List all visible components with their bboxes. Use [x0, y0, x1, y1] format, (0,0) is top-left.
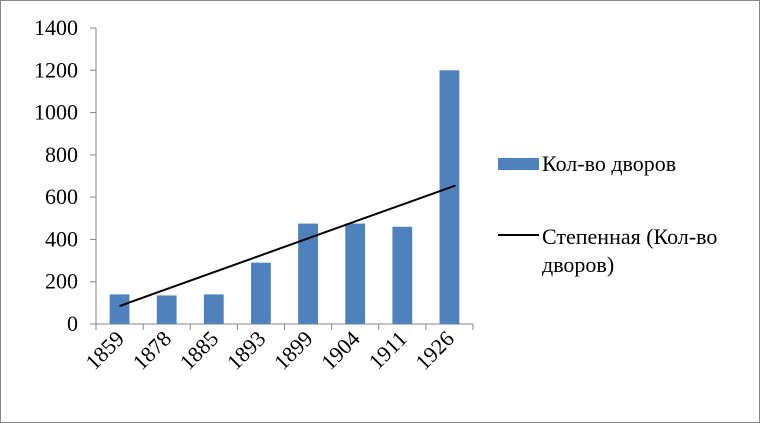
trendline — [119, 184, 456, 307]
y-tick-label: 1200 — [34, 57, 78, 82]
y-tick-label: 600 — [45, 184, 78, 209]
bar — [109, 294, 130, 324]
legend-label-trendline-line1: Степенная (Кол-во — [542, 224, 717, 249]
bar — [251, 262, 271, 324]
bar — [345, 223, 366, 324]
y-tick-label: 0 — [67, 311, 78, 336]
bar — [298, 223, 318, 324]
legend-label-trendline-line2: дворов) — [542, 252, 614, 277]
bar — [203, 294, 224, 324]
bar — [439, 70, 460, 325]
x-tick-label: 1899 — [269, 326, 318, 375]
y-axis: 0 200 400 600 800 1000 1200 1400 — [34, 15, 97, 336]
legend: Кол-во дворов Степенная (Кол-во дворов) — [498, 151, 717, 277]
trendline-group — [119, 184, 456, 307]
x-tick-label: 1926 — [410, 326, 459, 375]
x-tick-label: 1911 — [364, 326, 412, 374]
y-tick-label: 400 — [45, 226, 78, 251]
bar — [392, 226, 413, 324]
bars — [109, 70, 460, 325]
y-tick-label: 1400 — [34, 15, 78, 40]
x-tick-label: 1878 — [127, 326, 176, 375]
x-tick-label: 1885 — [175, 326, 224, 375]
y-tick-label: 1000 — [34, 100, 78, 125]
x-tick-label: 1904 — [316, 326, 365, 375]
y-tick-label: 800 — [45, 142, 78, 167]
bar — [156, 295, 177, 324]
legend-label-bars: Кол-во дворов — [542, 151, 676, 176]
x-tick-label: 1893 — [222, 326, 271, 375]
x-tick-label: 1859 — [80, 326, 129, 375]
legend-swatch-bars — [498, 158, 539, 170]
y-tick-label: 200 — [45, 269, 78, 294]
